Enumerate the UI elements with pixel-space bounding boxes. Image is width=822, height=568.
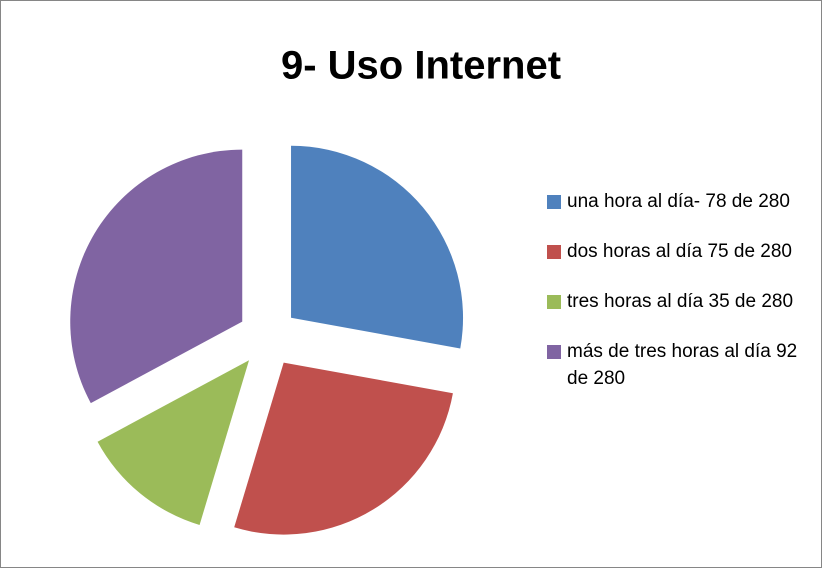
legend-label: tres horas al día 35 de 280 (567, 291, 793, 312)
legend-swatch (547, 295, 561, 309)
legend-swatch (547, 195, 561, 209)
pie-slice (291, 145, 464, 349)
pie-slice (97, 360, 250, 525)
legend-swatch (547, 245, 561, 259)
legend-label: más de tres horas al día 92 de 280 (567, 341, 803, 389)
pie-slice (70, 149, 243, 404)
chart-title: 9- Uso Internet (281, 44, 561, 88)
legend-label: dos horas al día 75 de 280 (567, 241, 792, 262)
legend-label: una hora al día- 78 de 280 (567, 191, 790, 212)
legend-swatch (547, 345, 561, 359)
pie-slice (234, 362, 453, 535)
